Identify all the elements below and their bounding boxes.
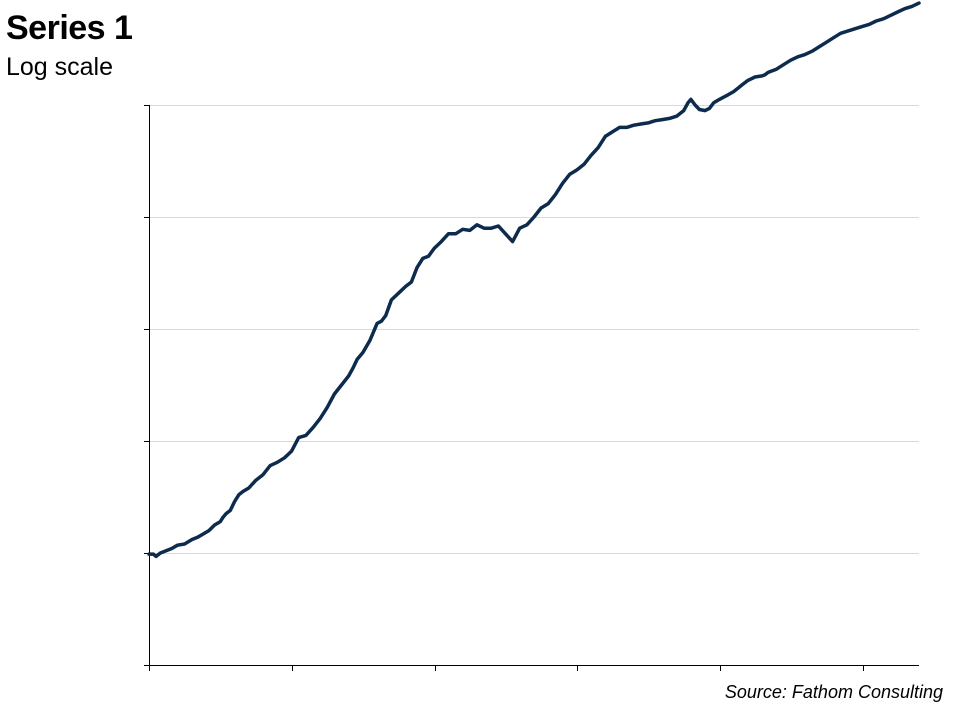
axes [144, 105, 919, 671]
source-note: Source: Fathom Consulting [724, 682, 943, 702]
series-lines [147, 1, 921, 559]
chart-title: Series 1 [6, 9, 133, 47]
gridlines [149, 105, 919, 554]
chart-subtitle: Log scale [6, 53, 114, 81]
series-line [147, 1, 921, 559]
